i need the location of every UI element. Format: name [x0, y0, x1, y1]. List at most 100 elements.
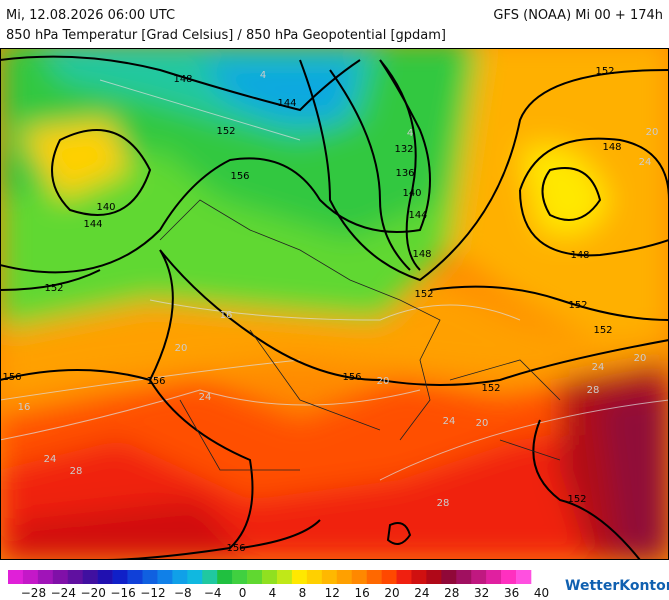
isotherm-label: 28 [437, 498, 450, 509]
isotherm-label: 4 [260, 70, 266, 81]
isotherm-label: 20 [634, 353, 647, 364]
contour-label: 148 [173, 74, 192, 85]
contour-label: 144 [277, 98, 296, 109]
colorbar-label: 36 [504, 586, 519, 600]
contour-label: 152 [216, 126, 235, 137]
colorbar-label: −12 [140, 586, 165, 600]
color-swatch [366, 570, 382, 584]
contour-label: 152 [593, 325, 612, 336]
color-swatch [202, 570, 218, 584]
colorbar-label: −20 [81, 586, 106, 600]
color-swatch [157, 570, 173, 584]
colorbar-label: 24 [414, 586, 429, 600]
contour-label: 152 [414, 289, 433, 300]
colorbar-label: 32 [474, 586, 489, 600]
contour-label: 156 [146, 376, 165, 387]
color-swatch [262, 570, 278, 584]
isotherm-label: 20 [175, 343, 188, 354]
color-swatch [381, 570, 397, 584]
color-swatch [291, 570, 308, 584]
isotherm-label: 20 [377, 376, 390, 387]
contour-label: 140 [402, 188, 421, 199]
color-swatch [112, 570, 128, 584]
colorbar-label: −24 [51, 586, 76, 600]
contour-label: 144 [408, 210, 427, 221]
contour-label: 144 [83, 219, 102, 230]
color-swatch [97, 570, 113, 584]
colorbar-label: 0 [239, 586, 247, 600]
colorbar-label: 12 [325, 586, 340, 600]
color-swatch [247, 570, 263, 584]
color-swatch [232, 570, 248, 584]
color-swatch [276, 570, 293, 584]
color-swatch [172, 570, 188, 584]
map: 148 144 152 140 144 152 156 132 136 140 144 148 152 1… [1, 49, 668, 559]
color-swatch [82, 570, 98, 584]
contour-label: 148 [602, 142, 621, 153]
isotherm-label: 24 [639, 157, 652, 168]
color-swatch [22, 570, 39, 584]
contour-label: 152 [568, 300, 587, 311]
colorbar-label: −28 [21, 586, 46, 600]
isotherm-label: 24 [199, 392, 212, 403]
subtitle: 850 hPa Temperatur [Grad Celsius] / 850 … [6, 28, 446, 43]
contour-label: 148 [570, 250, 589, 261]
color-swatch [441, 570, 457, 584]
color-swatch [127, 570, 143, 584]
color-swatch [426, 570, 442, 584]
color-swatch [321, 570, 338, 584]
isotherm-label: 28 [587, 385, 600, 396]
colorbar-label: 16 [355, 586, 370, 600]
contour-label: 140 [96, 202, 115, 213]
color-swatch [501, 570, 517, 584]
color-swatch [306, 570, 323, 584]
isotherm-label: 24 [443, 416, 456, 427]
contour-label: 152 [595, 66, 614, 77]
color-swatch [67, 570, 84, 584]
contour-label: 152 [567, 494, 586, 505]
colorbar-label: −16 [110, 586, 135, 600]
colorbar-label: 28 [444, 586, 459, 600]
contour-label: 156 [342, 372, 361, 383]
colorbar-label: 4 [269, 586, 277, 600]
contour-label: 148 [412, 249, 431, 260]
color-swatch [187, 570, 203, 584]
contour-label: 132 [394, 144, 413, 155]
isotherm-label: 24 [44, 454, 57, 465]
color-swatch [142, 570, 158, 584]
color-swatch [456, 570, 472, 584]
colorbar: −28 −24 −20 −16 −12 −8 −4 0 4 8 12 16 20 24 28 32 36 40 [8, 570, 549, 600]
color-swatch [8, 570, 24, 584]
isotherm-label: 24 [592, 362, 605, 373]
isotherm-label: 20 [646, 127, 659, 138]
color-swatch [486, 570, 502, 584]
color-swatch [217, 570, 233, 584]
contour-label: 156 [230, 171, 249, 182]
color-swatch [471, 570, 487, 584]
contour-label: 152 [481, 383, 500, 394]
color-swatch [351, 570, 367, 584]
run-time: Mi, 12.08.2026 06:00 UTC [6, 8, 175, 23]
color-swatch [336, 570, 352, 584]
colorbar-label: −8 [174, 586, 192, 600]
contour-label: 136 [395, 168, 414, 179]
colorbar-label: 8 [299, 586, 307, 600]
contour-label: 156 [2, 372, 21, 383]
color-swatch [52, 570, 69, 584]
isotherm-label: 16 [18, 402, 31, 413]
isotherm-label: 28 [70, 466, 83, 477]
colorbar-label: −4 [204, 586, 222, 600]
colorbar-label: 40 [534, 586, 549, 600]
color-swatch [37, 570, 54, 584]
colorbar-label: 20 [384, 586, 399, 600]
contour-label: 156 [226, 543, 245, 554]
brand: WetterKontor [565, 578, 669, 594]
isotherm-label: 4 [407, 128, 413, 139]
isotherm-label: 20 [476, 418, 489, 429]
isotherm-label: 16 [220, 310, 233, 321]
color-swatch [396, 570, 412, 584]
color-swatch [411, 570, 427, 584]
contour-label: 152 [44, 283, 63, 294]
color-swatch [516, 570, 532, 584]
